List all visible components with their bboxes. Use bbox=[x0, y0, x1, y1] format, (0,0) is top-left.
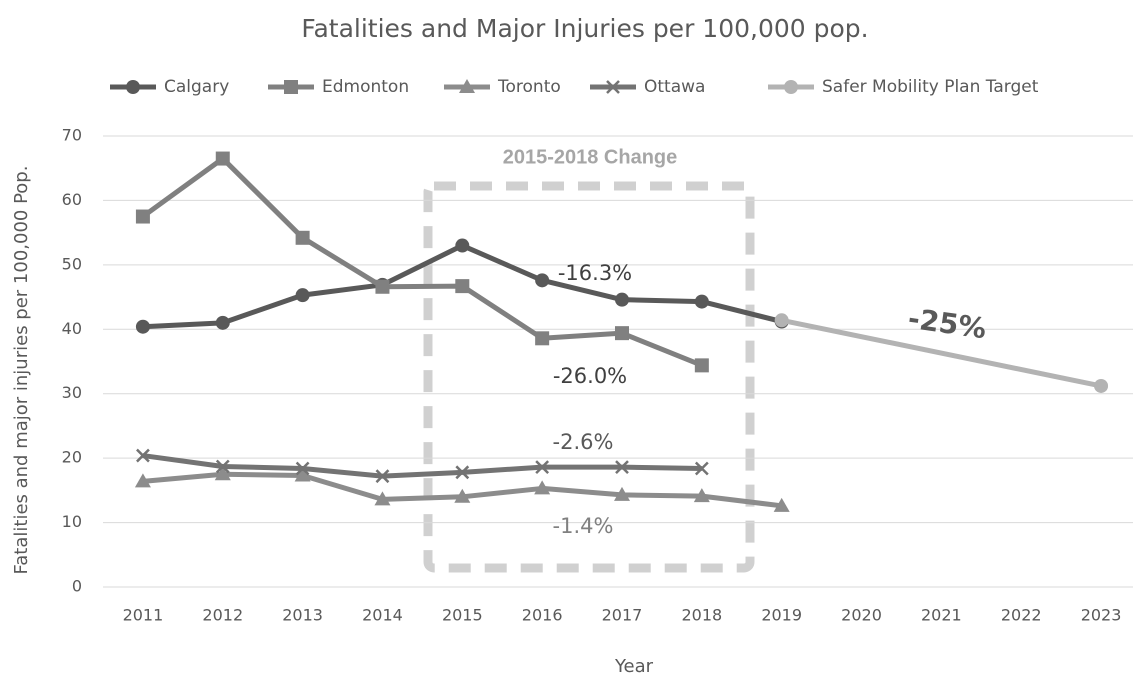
marker bbox=[534, 480, 551, 495]
annotation: -1.4% bbox=[553, 514, 614, 538]
annotation: -25% bbox=[906, 302, 988, 346]
x-tick-label: 2012 bbox=[202, 606, 243, 625]
y-tick-label: 50 bbox=[62, 254, 82, 273]
highlight-box bbox=[423, 181, 755, 573]
x-tick-label: 2013 bbox=[282, 606, 323, 625]
marker bbox=[294, 467, 311, 482]
legend-label: Calgary bbox=[164, 77, 229, 97]
series-line bbox=[141, 156, 703, 368]
marker bbox=[455, 279, 470, 294]
marker bbox=[295, 230, 310, 245]
marker bbox=[1094, 378, 1109, 393]
marker bbox=[375, 279, 390, 294]
marker bbox=[615, 460, 629, 475]
marker bbox=[693, 488, 710, 503]
x-tick-label: 2020 bbox=[841, 606, 882, 625]
y-tick-label: 30 bbox=[62, 383, 82, 402]
x-tick-label: 2023 bbox=[1081, 606, 1122, 625]
marker bbox=[215, 151, 230, 166]
y-tick-label: 10 bbox=[62, 512, 82, 531]
y-tick-label: 0 bbox=[72, 577, 82, 596]
marker bbox=[374, 491, 391, 506]
marker bbox=[215, 459, 230, 474]
marker bbox=[454, 488, 471, 503]
marker bbox=[694, 294, 709, 309]
marker bbox=[694, 358, 709, 373]
legend-label: Safer Mobility Plan Target bbox=[822, 77, 1039, 97]
x-tick-label: 2021 bbox=[921, 606, 962, 625]
legend-label: Edmonton bbox=[322, 77, 409, 97]
marker bbox=[459, 79, 475, 93]
marker bbox=[215, 315, 230, 330]
x-tick-label: 2016 bbox=[522, 606, 563, 625]
marker bbox=[295, 461, 310, 476]
marker bbox=[136, 448, 150, 463]
legend-label: Ottawa bbox=[644, 77, 705, 97]
marker bbox=[774, 313, 789, 328]
marker bbox=[284, 80, 298, 94]
marker bbox=[606, 80, 620, 94]
y-tick-label: 40 bbox=[62, 319, 82, 338]
marker bbox=[135, 319, 150, 334]
x-tick-label: 2022 bbox=[1001, 606, 1042, 625]
marker bbox=[694, 461, 709, 476]
chart-title: Fatalities and Major Injuries per 100,00… bbox=[301, 14, 868, 43]
series-line bbox=[781, 317, 1102, 389]
x-tick-label: 2011 bbox=[123, 606, 164, 625]
x-tick-label: 2014 bbox=[362, 606, 403, 625]
marker bbox=[784, 80, 798, 94]
x-axis-label: Year bbox=[614, 656, 654, 677]
annotation: -16.3% bbox=[558, 261, 632, 285]
marker bbox=[214, 466, 231, 481]
annotation: -2.6% bbox=[553, 430, 614, 454]
marker bbox=[535, 273, 550, 288]
series-line bbox=[142, 453, 702, 479]
y-tick-label: 60 bbox=[62, 190, 82, 209]
marker bbox=[134, 473, 151, 488]
marker bbox=[773, 497, 790, 512]
x-tick-label: 2015 bbox=[442, 606, 483, 625]
x-tick-label: 2019 bbox=[761, 606, 802, 625]
marker bbox=[535, 460, 550, 475]
x-tick-label: 2018 bbox=[681, 606, 722, 625]
marker bbox=[135, 209, 150, 224]
marker bbox=[455, 465, 470, 480]
marker bbox=[295, 288, 310, 303]
y-tick-label: 20 bbox=[62, 448, 82, 467]
legend-label: Toronto bbox=[497, 77, 561, 97]
marker bbox=[535, 331, 550, 346]
annotation: -26.0% bbox=[553, 364, 627, 388]
y-tick-label: 70 bbox=[62, 126, 82, 145]
annotation: 2015-2018 Change bbox=[503, 146, 678, 168]
marker bbox=[126, 80, 140, 94]
marker bbox=[375, 469, 390, 484]
marker bbox=[613, 486, 630, 501]
marker bbox=[614, 292, 629, 307]
marker bbox=[455, 238, 470, 253]
x-tick-label: 2017 bbox=[602, 606, 643, 625]
y-axis-label: Fatalities and major injuries per 100,00… bbox=[11, 166, 32, 575]
marker bbox=[614, 326, 629, 341]
